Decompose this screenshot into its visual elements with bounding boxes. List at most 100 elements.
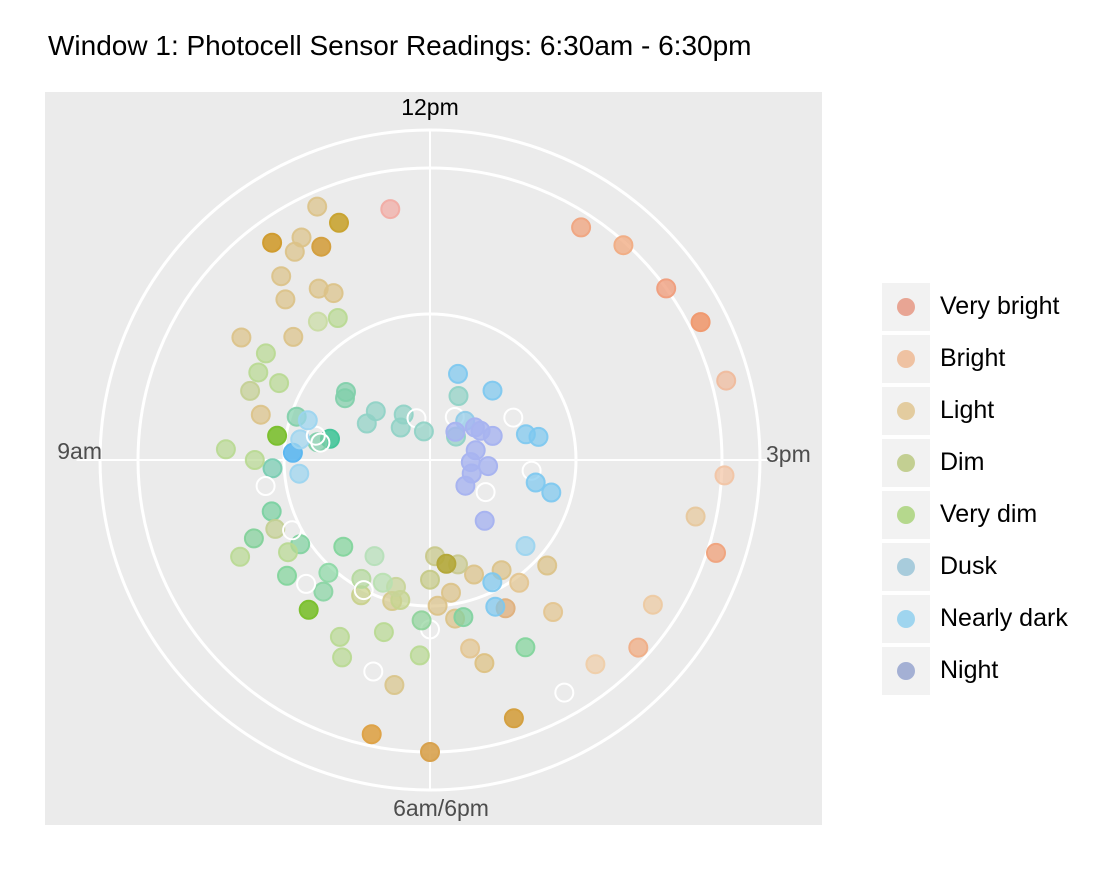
data-point <box>413 421 434 442</box>
legend-key <box>882 387 930 435</box>
data-point <box>554 682 575 703</box>
legend-label: Dusk <box>940 552 997 580</box>
legend-label: Night <box>940 656 999 684</box>
legend-key <box>882 491 930 539</box>
data-point <box>475 482 496 503</box>
radius-grid-circle <box>98 128 762 792</box>
data-point <box>353 580 374 601</box>
data-points <box>215 196 737 762</box>
data-point <box>311 236 332 257</box>
data-point <box>464 564 484 585</box>
data-point <box>332 647 353 668</box>
data-point <box>716 370 737 391</box>
data-point <box>277 565 297 586</box>
data-point <box>307 311 328 332</box>
data-point <box>441 582 461 603</box>
data-point <box>215 439 236 460</box>
data-point <box>364 546 385 567</box>
legend-swatch <box>897 506 915 524</box>
data-point <box>537 555 558 576</box>
data-point <box>244 450 265 470</box>
data-point <box>308 278 329 299</box>
data-point <box>230 546 251 567</box>
data-point <box>427 595 448 616</box>
legend-key <box>882 283 930 331</box>
legend-key <box>882 439 930 487</box>
legend-swatch <box>897 610 915 628</box>
data-point <box>453 607 474 628</box>
data-point <box>411 610 432 631</box>
data-point <box>690 312 711 333</box>
data-point <box>283 326 304 347</box>
legend-key <box>882 335 930 383</box>
data-point <box>642 594 663 615</box>
data-point <box>448 363 468 384</box>
data-point <box>420 569 440 590</box>
angle-tick-labels: 12pm 3pm 6am/6pm 9am <box>57 94 811 821</box>
data-point <box>267 425 288 446</box>
legend-label: Light <box>940 396 995 424</box>
data-point <box>482 380 503 401</box>
data-point <box>685 506 706 527</box>
data-point <box>297 410 318 431</box>
legend-label: Nearly dark <box>940 604 1068 632</box>
data-point <box>482 572 503 593</box>
data-point <box>656 278 677 299</box>
data-point <box>255 343 276 364</box>
data-point <box>278 542 298 563</box>
data-point <box>436 553 457 574</box>
data-point <box>307 196 328 217</box>
data-point <box>305 425 326 446</box>
data-point <box>474 653 495 674</box>
data-point <box>291 227 312 248</box>
data-point <box>240 380 261 401</box>
legend-key <box>882 595 930 643</box>
data-point <box>420 742 440 762</box>
data-point <box>541 482 562 503</box>
data-point <box>231 327 252 348</box>
data-point <box>333 536 354 557</box>
data-point <box>460 638 481 659</box>
legend-label: Very bright <box>940 292 1060 320</box>
data-point <box>384 675 405 695</box>
data-point <box>290 429 311 450</box>
legend-swatch <box>897 558 915 576</box>
data-point <box>613 235 634 256</box>
data-point <box>585 654 606 675</box>
data-point <box>255 476 276 496</box>
data-point <box>356 413 377 434</box>
data-point <box>329 212 349 233</box>
data-point <box>525 472 546 493</box>
data-point <box>250 404 271 425</box>
data-point <box>363 661 384 682</box>
legend-label: Dim <box>940 448 985 476</box>
data-point <box>298 599 319 620</box>
chart-title: Window 1: Photocell Sensor Readings: 6:3… <box>48 30 752 61</box>
data-point <box>261 501 282 522</box>
data-point <box>509 572 530 593</box>
data-point <box>515 536 536 556</box>
legend-label: Very dim <box>940 500 1038 528</box>
data-point <box>373 622 394 643</box>
data-point <box>248 362 269 383</box>
data-point <box>474 510 495 531</box>
angle-tick-label: 9am <box>57 438 102 464</box>
legend-swatch <box>897 662 915 680</box>
data-point <box>289 463 310 484</box>
plot-panel <box>45 92 822 825</box>
angle-tick-label: 12pm <box>401 94 459 120</box>
data-point <box>243 528 264 549</box>
legend-label: Bright <box>940 344 1006 372</box>
data-point <box>271 266 292 287</box>
data-point <box>318 562 339 583</box>
legend-swatch <box>897 454 915 472</box>
data-point <box>503 708 524 729</box>
data-point <box>372 572 393 593</box>
data-point <box>455 475 476 496</box>
data-point <box>478 456 499 477</box>
data-point <box>409 645 430 666</box>
data-point <box>265 518 286 539</box>
data-point <box>313 581 334 602</box>
data-point <box>329 626 350 647</box>
